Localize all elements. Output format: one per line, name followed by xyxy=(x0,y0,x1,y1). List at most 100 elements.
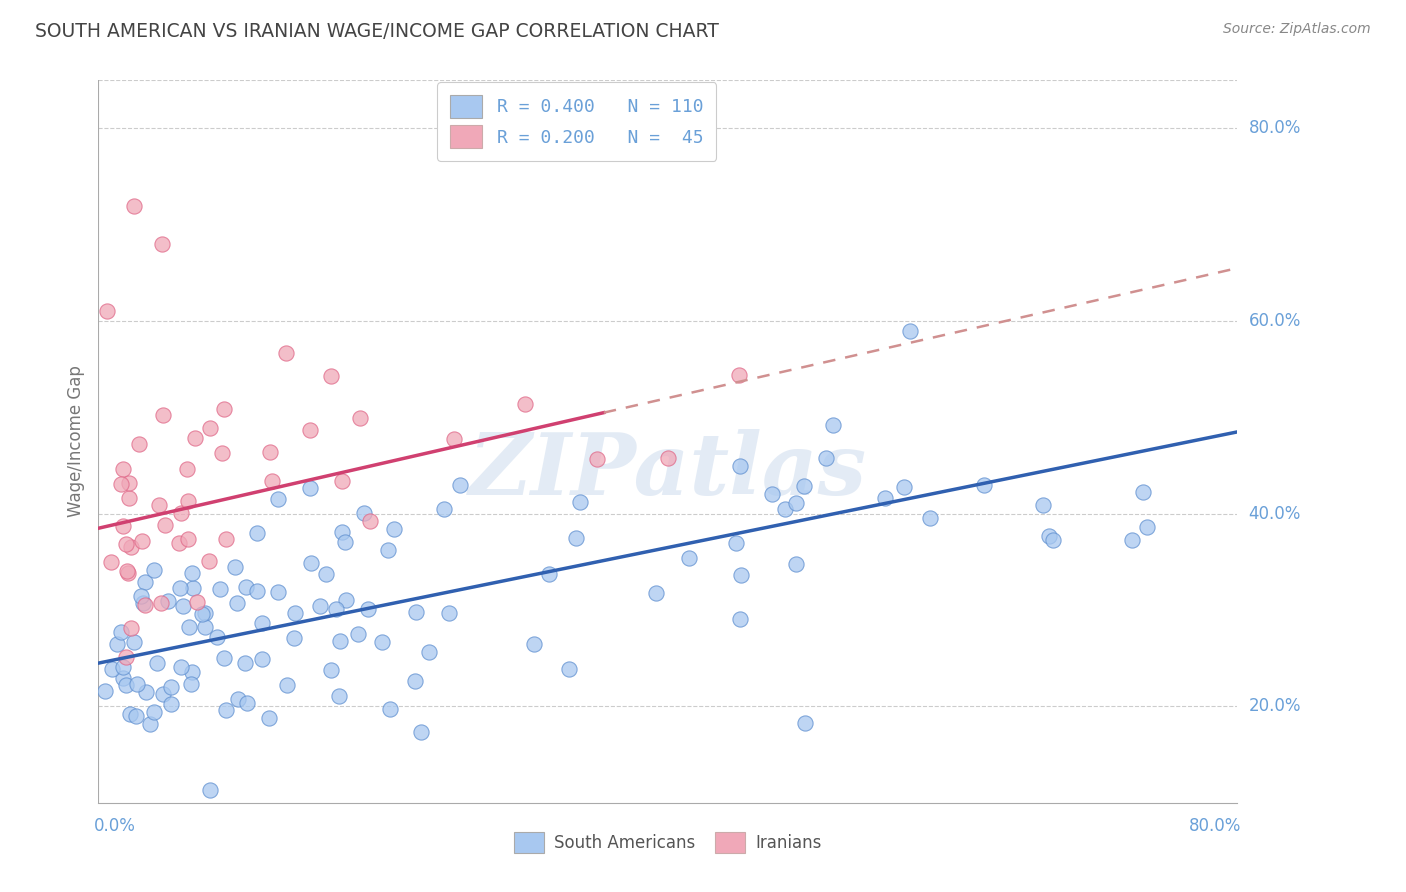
Point xyxy=(169,581,191,595)
Point xyxy=(186,594,208,608)
Point xyxy=(226,597,249,611)
Point xyxy=(382,522,405,536)
Point xyxy=(823,418,845,433)
Point xyxy=(319,369,342,384)
Text: 20.0%: 20.0% xyxy=(1249,698,1301,715)
Point xyxy=(160,680,183,694)
Point xyxy=(918,511,941,525)
Point xyxy=(1038,529,1060,543)
Point xyxy=(1136,519,1159,533)
Point xyxy=(523,637,546,651)
Point xyxy=(96,304,118,318)
Text: 80.0%: 80.0% xyxy=(1249,120,1301,137)
Point xyxy=(212,650,235,665)
Point xyxy=(730,568,752,582)
Point xyxy=(405,605,427,619)
Point xyxy=(125,708,148,723)
Point xyxy=(215,532,238,546)
Point xyxy=(112,660,135,674)
Point xyxy=(115,564,138,578)
Text: 40.0%: 40.0% xyxy=(1249,505,1301,523)
Point xyxy=(371,635,394,649)
Point xyxy=(299,556,322,570)
Point xyxy=(898,325,921,339)
Point xyxy=(198,554,221,568)
Point xyxy=(347,626,370,640)
Point xyxy=(274,345,297,359)
Point xyxy=(167,536,190,550)
Point xyxy=(418,645,440,659)
Point xyxy=(105,637,128,651)
Point xyxy=(177,533,200,547)
Point xyxy=(94,684,117,698)
Point xyxy=(585,451,607,466)
Point xyxy=(111,519,134,533)
Point xyxy=(330,474,353,488)
Point xyxy=(330,524,353,539)
Point xyxy=(328,689,350,703)
Point xyxy=(205,630,228,644)
Point xyxy=(149,596,172,610)
Point xyxy=(246,526,269,541)
Point xyxy=(134,575,156,590)
Point xyxy=(152,687,174,701)
Point xyxy=(1132,485,1154,500)
Text: ZIPatlas: ZIPatlas xyxy=(468,429,868,512)
Point xyxy=(122,198,145,212)
Point xyxy=(359,515,381,529)
Point xyxy=(250,651,273,665)
Point xyxy=(315,567,337,582)
Point xyxy=(200,421,222,435)
Point xyxy=(142,563,165,577)
Point xyxy=(115,537,138,551)
Point xyxy=(160,697,183,711)
Point xyxy=(181,566,204,580)
Point xyxy=(155,517,177,532)
Point xyxy=(120,621,142,635)
Point xyxy=(1042,533,1064,547)
Point xyxy=(267,585,290,599)
Text: SOUTH AMERICAN VS IRANIAN WAGE/INCOME GAP CORRELATION CHART: SOUTH AMERICAN VS IRANIAN WAGE/INCOME GA… xyxy=(35,22,718,41)
Point xyxy=(127,677,149,691)
Point xyxy=(120,540,142,554)
Point xyxy=(357,601,380,615)
Point xyxy=(190,607,212,622)
Point xyxy=(209,582,232,597)
Point xyxy=(198,783,221,797)
Point xyxy=(111,671,134,685)
Point xyxy=(259,444,281,458)
Point xyxy=(298,423,321,437)
Point xyxy=(246,584,269,599)
Point xyxy=(815,451,838,466)
Point xyxy=(152,237,174,252)
Text: 80.0%: 80.0% xyxy=(1189,817,1241,835)
Point xyxy=(118,707,141,722)
Point xyxy=(235,580,257,594)
Point xyxy=(564,531,586,545)
Point xyxy=(678,550,700,565)
Point xyxy=(224,560,246,574)
Point xyxy=(443,432,465,446)
Point xyxy=(117,566,139,580)
Point xyxy=(329,634,352,648)
Y-axis label: Wage/Income Gap: Wage/Income Gap xyxy=(66,366,84,517)
Point xyxy=(1121,533,1143,547)
Point xyxy=(515,397,537,411)
Point xyxy=(761,486,783,500)
Point xyxy=(170,660,193,674)
Point xyxy=(773,501,796,516)
Point xyxy=(183,431,205,445)
Point xyxy=(177,620,200,634)
Point xyxy=(785,496,807,510)
Point xyxy=(215,703,238,717)
Point xyxy=(176,493,198,508)
Point xyxy=(333,534,356,549)
Point xyxy=(226,691,249,706)
Point xyxy=(380,702,402,716)
Point xyxy=(276,678,298,692)
Point xyxy=(785,558,807,572)
Point xyxy=(101,662,124,676)
Point xyxy=(212,401,235,416)
Point xyxy=(433,501,456,516)
Point xyxy=(793,479,815,493)
